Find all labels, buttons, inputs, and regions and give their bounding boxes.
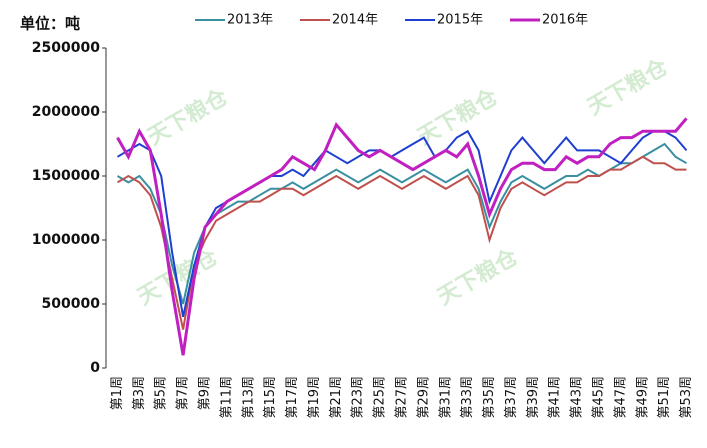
watermark: 天下粮仓	[583, 53, 673, 120]
x-tick-label: 第25周	[373, 376, 388, 419]
chart-title: 单位：吨	[20, 15, 80, 33]
series-line	[116, 117, 688, 356]
x-tick-label: 第11周	[219, 376, 234, 419]
x-tick-label: 第33周	[460, 376, 475, 419]
x-tick-label: 第47周	[613, 376, 628, 419]
y-tick-label: 2500000	[32, 40, 100, 56]
x-tick-label: 第5周	[154, 376, 169, 410]
x-tick-label: 第15周	[263, 376, 278, 419]
watermark: 天下粮仓	[433, 243, 523, 310]
y-tick-label: 500000	[42, 296, 101, 312]
legend-label: 2013年	[227, 13, 273, 28]
x-tick-label: 第37周	[504, 376, 519, 419]
series-line	[116, 155, 687, 330]
legend-label: 2016年	[542, 13, 588, 28]
x-tick-label: 第13周	[241, 376, 256, 419]
x-tick-label: 第1周	[110, 376, 125, 410]
watermark: 天下粮仓	[133, 243, 223, 310]
y-tick-label: 0	[90, 360, 100, 376]
y-tick-label: 1500000	[32, 168, 100, 184]
x-tick-label: 第45周	[591, 376, 606, 419]
y-tick-label: 2000000	[32, 104, 100, 120]
x-tick-label: 第41周	[548, 376, 563, 419]
x-tick-label: 第49周	[635, 376, 650, 419]
x-tick-label: 第29周	[416, 376, 431, 419]
x-tick-label: 第17周	[285, 376, 300, 419]
series-line	[116, 129, 688, 318]
x-tick-label: 第31周	[438, 376, 453, 419]
x-tick-label: 第51周	[657, 376, 672, 419]
x-tick-label: 第39周	[526, 376, 541, 419]
x-tick-label: 第9周	[198, 376, 213, 410]
x-tick-label: 第43周	[570, 376, 585, 419]
x-tick-label: 第3周	[132, 376, 147, 410]
x-tick-label: 第19周	[307, 376, 322, 419]
x-tick-label: 第23周	[351, 376, 366, 419]
watermark: 天下粮仓	[143, 83, 233, 150]
x-tick-label: 第7周	[176, 376, 191, 410]
legend-label: 2015年	[437, 13, 483, 28]
x-tick-label: 第53周	[679, 376, 694, 419]
series-line	[116, 142, 688, 305]
x-tick-label: 第35周	[482, 376, 497, 419]
y-tick-label: 1000000	[32, 232, 100, 248]
x-tick-label: 第21周	[329, 376, 344, 419]
x-tick-label: 第27周	[395, 376, 410, 419]
legend-label: 2014年	[332, 13, 378, 28]
